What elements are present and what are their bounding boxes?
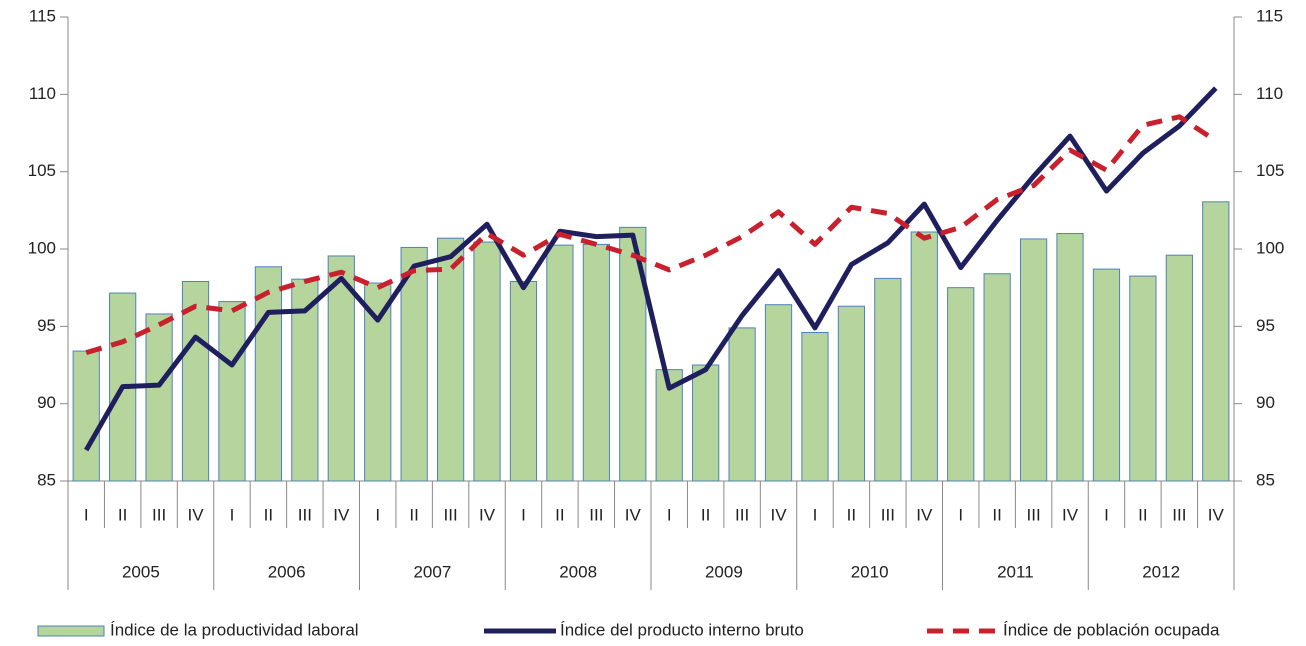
y2-tick-label: 115 xyxy=(1256,6,1283,25)
y-tick-label: 95 xyxy=(37,316,56,335)
year-label: 2006 xyxy=(268,562,306,581)
x-tick-label: III xyxy=(589,505,603,524)
bar xyxy=(837,305,866,482)
x-tick-label: II xyxy=(701,505,710,524)
bar xyxy=(1019,238,1048,482)
x-tick-label: IV xyxy=(916,505,933,524)
x-tick-label: II xyxy=(118,505,127,524)
x-tick-label: IV xyxy=(188,505,205,524)
y-tick-label: 105 xyxy=(28,161,56,180)
year-label: 2008 xyxy=(559,562,597,581)
x-tick-label: II xyxy=(992,505,1001,524)
bar xyxy=(1202,201,1230,482)
bar xyxy=(983,273,1011,482)
x-tick-label: III xyxy=(1027,505,1041,524)
bar xyxy=(400,246,428,482)
x-tick-label: I xyxy=(813,505,818,524)
legend-label: Índice de población ocupada xyxy=(1003,620,1220,639)
bar xyxy=(327,255,355,482)
x-tick-label: II xyxy=(555,505,564,524)
x-tick-label: III xyxy=(444,505,458,524)
bar xyxy=(509,280,538,482)
y2-tick-label: 85 xyxy=(1256,470,1275,489)
x-tick-label: IV xyxy=(1062,505,1079,524)
bar xyxy=(1092,268,1121,482)
line xyxy=(84,86,1218,452)
x-tick-label: III xyxy=(1172,505,1186,524)
year-label: 2005 xyxy=(122,562,160,581)
x-tick-label: IV xyxy=(771,505,788,524)
bar xyxy=(1056,233,1084,482)
bar xyxy=(218,301,246,482)
y-tick-label: 115 xyxy=(29,6,56,25)
year-label: 2012 xyxy=(1142,562,1180,581)
x-tick-label: II xyxy=(409,505,418,524)
bar xyxy=(910,231,938,482)
bar xyxy=(181,280,210,482)
x-tick-label: II xyxy=(264,505,273,524)
x-tick-label: I xyxy=(958,505,963,524)
y2-tick-label: 100 xyxy=(1256,238,1284,257)
y2-tick-label: 90 xyxy=(1256,393,1275,412)
bar xyxy=(728,327,756,482)
bar xyxy=(254,266,283,482)
x-tick-label: II xyxy=(1138,505,1147,524)
legend-label: Índice del producto interno bruto xyxy=(560,620,804,639)
y-tick-label: 90 xyxy=(37,393,56,412)
x-tick-label: III xyxy=(881,505,895,524)
bar xyxy=(874,277,902,482)
bar xyxy=(473,241,501,482)
x-tick-label: I xyxy=(1104,505,1109,524)
bar xyxy=(436,237,465,482)
y-tick-label: 85 xyxy=(37,470,56,489)
bar xyxy=(546,244,574,482)
x-tick-label: I xyxy=(230,505,235,524)
x-tick-label: IV xyxy=(479,505,496,524)
y-tick-label: 100 xyxy=(28,238,56,257)
x-tick-label: I xyxy=(84,505,89,524)
legend-label: Índice de la productividad laboral xyxy=(110,620,359,639)
x-tick-label: I xyxy=(375,505,380,524)
bar xyxy=(947,287,975,482)
x-tick-label: IV xyxy=(625,505,642,524)
x-tick-label: III xyxy=(298,505,312,524)
year-label: 2011 xyxy=(997,562,1034,581)
year-label: 2007 xyxy=(413,562,451,581)
bar xyxy=(145,313,173,482)
x-tick-label: I xyxy=(667,505,672,524)
x-tick-label: III xyxy=(735,505,749,524)
year-label: 2010 xyxy=(851,562,889,581)
x-tick-label: I xyxy=(521,505,526,524)
bar xyxy=(1129,275,1157,482)
x-tick-label: IV xyxy=(1208,505,1225,524)
bar xyxy=(692,364,720,482)
x-tick-label: II xyxy=(847,505,856,524)
year-label: 2009 xyxy=(705,562,743,581)
bar xyxy=(764,304,793,482)
legend-swatch xyxy=(37,625,105,637)
x-tick-label: III xyxy=(152,505,166,524)
bar xyxy=(1165,254,1193,482)
x-tick-label: IV xyxy=(333,505,350,524)
bar xyxy=(801,332,829,482)
bar xyxy=(582,243,610,482)
bar xyxy=(72,350,100,482)
y2-tick-label: 105 xyxy=(1256,161,1284,180)
y-tick-label: 110 xyxy=(29,84,56,103)
y2-tick-label: 110 xyxy=(1256,84,1283,103)
y2-tick-label: 95 xyxy=(1256,316,1275,335)
